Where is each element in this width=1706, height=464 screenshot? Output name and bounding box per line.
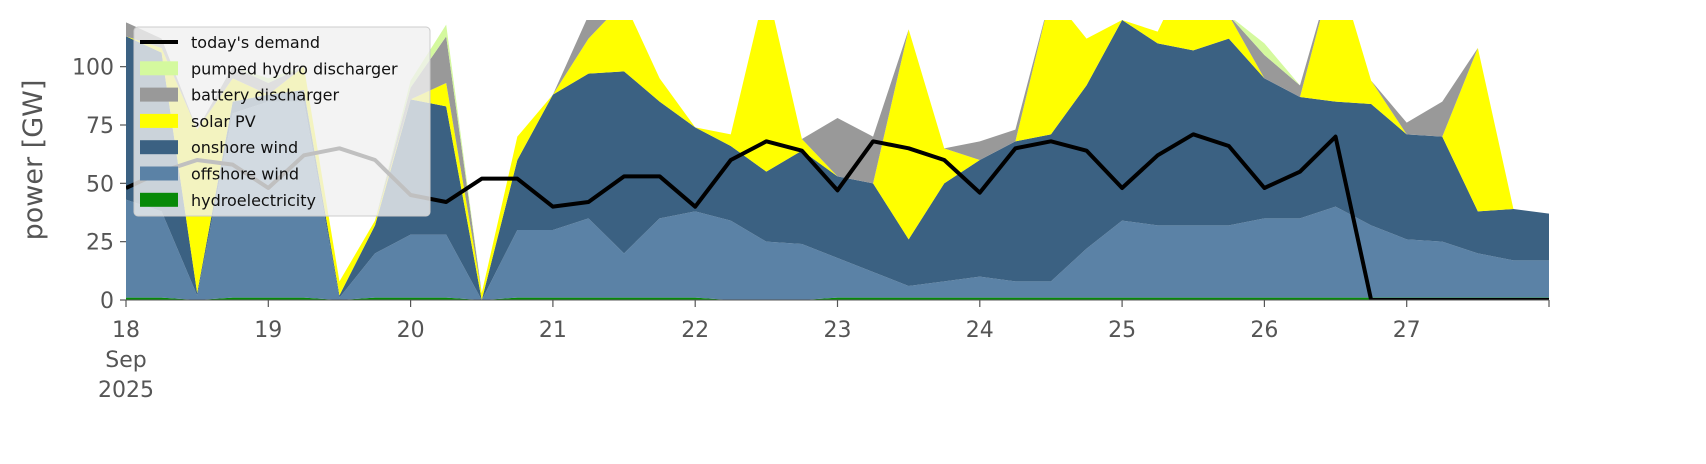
legend-swatch (140, 61, 178, 76)
x-tick-label: 26 (1250, 318, 1278, 343)
x-tick-label: 21 (539, 318, 567, 343)
legend-swatch (140, 140, 178, 155)
y-axis-label: power [GW] (18, 80, 49, 241)
x-tick-label: 24 (966, 318, 994, 343)
area (126, 297, 1549, 300)
legend-swatch (140, 113, 178, 128)
area (126, 101, 1549, 300)
legend-label: hydroelectricity (191, 191, 316, 210)
x-tick-label: 22 (681, 318, 709, 343)
legend-label: offshore wind (191, 165, 299, 184)
x-tick-label: 20 (397, 318, 425, 343)
legend-label: today's demand (191, 33, 320, 52)
axes: 0 25 50 75 100 18 Sep 2025 19 20 21 22 23 24 25 26 27 (72, 56, 1550, 403)
legend-label: battery discharger (191, 86, 339, 105)
area (126, 20, 1549, 293)
area (126, 20, 1549, 300)
legend-label: pumped hydro discharger (191, 59, 398, 78)
x-tick-label: 25 (1108, 318, 1136, 343)
legend: today's demand pumped hydro discharger bat… (133, 26, 431, 217)
legend-swatch (140, 87, 178, 102)
legend-swatch (140, 192, 178, 207)
legend-swatch (140, 166, 178, 181)
y-tick-label: 50 (86, 172, 114, 197)
legend-box (133, 26, 431, 217)
y-tick-label: 75 (86, 114, 114, 139)
legend-label: onshore wind (191, 138, 298, 157)
x-tick-label: 27 (1393, 318, 1421, 343)
x-tick-label: 18 Sep 2025 (98, 318, 154, 403)
y-tick-label: 100 (72, 56, 114, 81)
y-tick-label: 0 (100, 289, 114, 314)
y-tick-label: 25 (86, 231, 114, 256)
x-tick-label: 23 (824, 318, 852, 343)
legend-label: solar PV (191, 112, 256, 131)
x-tick-label: 19 (254, 318, 282, 343)
